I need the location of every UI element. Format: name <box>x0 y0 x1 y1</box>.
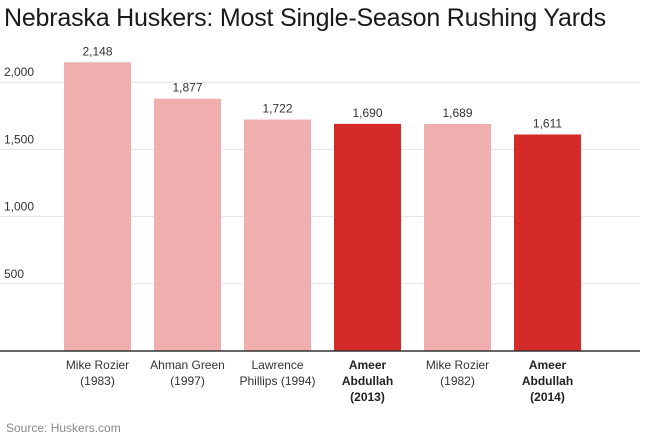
y-tick-label: 1,000 <box>4 200 34 214</box>
x-tick-label: Ahman Green <box>150 358 225 372</box>
source-note: Source: Huskers.com <box>6 421 121 435</box>
x-tick-label: Abdullah <box>522 374 573 388</box>
x-tick-label: (1983) <box>80 374 115 388</box>
x-tick-label: Ameer <box>529 358 567 372</box>
bar <box>244 119 311 351</box>
x-tick-label: Mike Rozier <box>426 358 489 372</box>
x-tick-label: Abdullah <box>342 374 393 388</box>
bar <box>514 134 581 351</box>
x-tick-label: Phillips (1994) <box>239 374 315 388</box>
chart-title: Nebraska Huskers: Most Single-Season Rus… <box>4 4 606 32</box>
x-tick-label: (2014) <box>530 390 565 404</box>
bar <box>154 98 221 351</box>
data-label: 1,690 <box>352 106 382 120</box>
data-label: 1,611 <box>533 116 562 130</box>
x-tick-label: Mike Rozier <box>66 358 129 372</box>
bar <box>334 123 401 351</box>
x-tick-label: (2013) <box>350 390 385 404</box>
y-tick-label: 2,000 <box>4 65 34 79</box>
x-tick-label: Ameer <box>349 358 387 372</box>
data-label: 1,689 <box>442 106 472 120</box>
bar <box>424 123 491 351</box>
data-label: 1,877 <box>172 81 202 95</box>
x-tick-label: (1997) <box>170 374 205 388</box>
data-label: 1,722 <box>262 102 292 116</box>
x-tick-label: (1982) <box>440 374 475 388</box>
y-tick-label: 500 <box>4 267 24 281</box>
data-label: 2,148 <box>82 44 112 58</box>
x-tick-label: Lawrence <box>251 358 303 372</box>
y-tick-label: 1,500 <box>4 132 34 146</box>
bar <box>64 62 131 351</box>
